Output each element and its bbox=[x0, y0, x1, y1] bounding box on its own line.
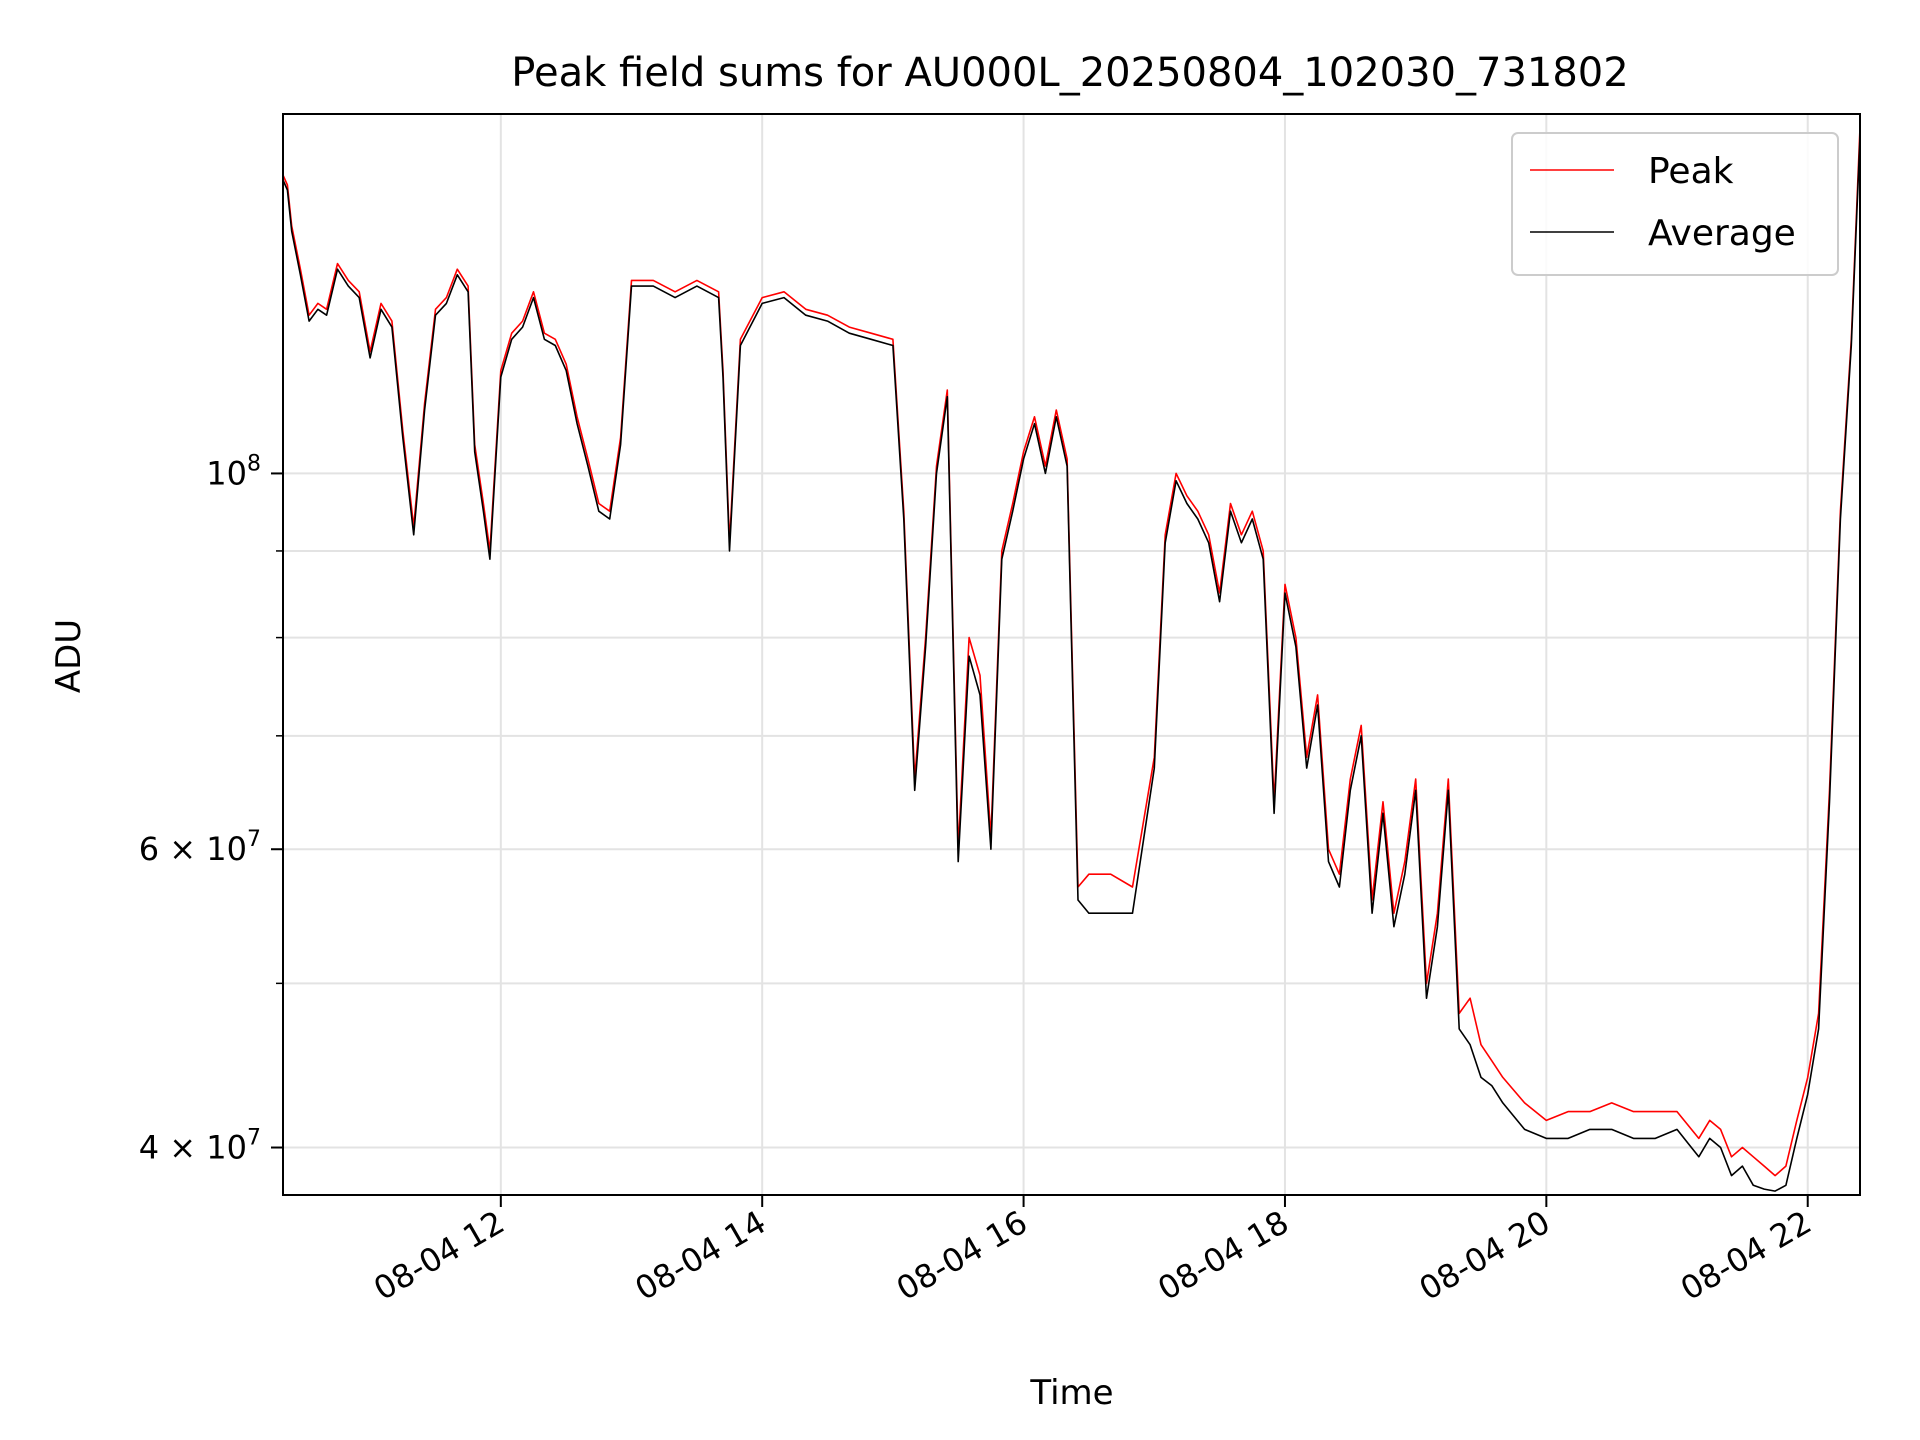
y-axis-label: ADU bbox=[49, 619, 89, 693]
x-axis: 08-04 12 08-04 14 08-04 16 08-04 18 08-04 20… bbox=[367, 1195, 1818, 1308]
x-tick-label: 08-04 18 bbox=[1151, 1203, 1295, 1308]
y-tick-label: 6 × 107 bbox=[139, 827, 261, 868]
x-tick-label: 08-04 22 bbox=[1674, 1203, 1818, 1308]
legend-label-peak: Peak bbox=[1648, 151, 1734, 192]
y-tick-label: 108 bbox=[206, 451, 261, 492]
plot-frame bbox=[282, 113, 1861, 1196]
legend-label-average: Average bbox=[1648, 213, 1796, 254]
x-tick-label: 08-04 12 bbox=[367, 1203, 511, 1308]
legend-box bbox=[1511, 132, 1839, 276]
legend: Peak Average bbox=[1511, 132, 1839, 276]
y-tick-label: 4 × 107 bbox=[139, 1126, 261, 1167]
x-tick-label: 08-04 14 bbox=[629, 1203, 773, 1308]
series-lines bbox=[282, 127, 1861, 1192]
x-tick-label: 08-04 20 bbox=[1413, 1203, 1557, 1308]
series-line-average bbox=[282, 136, 1861, 1192]
x-tick-label: 08-04 16 bbox=[890, 1203, 1034, 1308]
series-line-peak bbox=[282, 127, 1861, 1177]
chart-title: Peak field sums for AU000L_20250804_1020… bbox=[511, 50, 1628, 96]
x-axis-label: Time bbox=[1029, 1373, 1113, 1413]
y-axis: 108 6 × 107 4 × 107 bbox=[139, 451, 283, 1167]
